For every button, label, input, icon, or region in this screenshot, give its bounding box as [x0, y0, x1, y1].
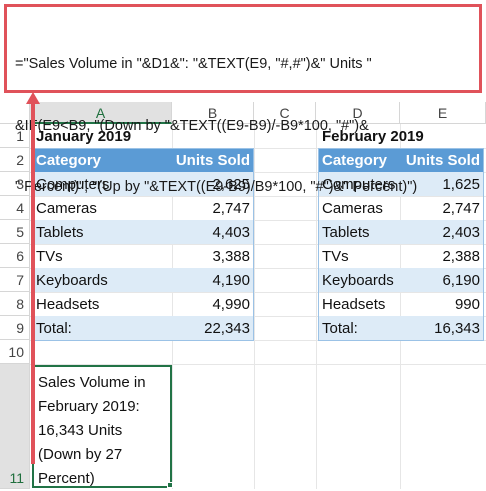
row-header-11[interactable]: 11 — [0, 364, 30, 489]
row-header-6[interactable]: 6 — [0, 244, 30, 268]
february-category-cell[interactable]: Headsets — [322, 295, 386, 313]
arrow-line — [31, 98, 35, 464]
row-header-8[interactable]: 8 — [0, 292, 30, 316]
formula-callout: ="Sales Volume in "&D1&": "&TEXT(E9, "#,… — [4, 4, 482, 195]
february-units-cell[interactable]: 2,403 — [400, 220, 484, 244]
january-category-cell[interactable]: Headsets — [36, 295, 100, 313]
january-category-cell[interactable]: TVs — [36, 247, 63, 265]
february-category-cell[interactable]: Computers — [318, 172, 400, 196]
january-header-units[interactable]: Units Sold — [172, 148, 254, 172]
row-header-5[interactable]: 5 — [0, 220, 30, 244]
formula-line-1: ="Sales Volume in "&D1&": "&TEXT(E9, "#,… — [15, 56, 372, 72]
january-units-cell[interactable]: 3,388 — [212, 247, 250, 265]
fill-handle[interactable] — [167, 482, 173, 488]
spreadsheet-grid[interactable]: A B C D E 1 2 3 4 5 6 7 8 9 10 11 Januar… — [0, 102, 486, 489]
february-header-units[interactable]: Units Sold — [400, 148, 484, 172]
january-title[interactable]: January 2019 — [36, 127, 132, 145]
february-units-cell[interactable]: 6,190 — [400, 268, 484, 292]
january-units-cell[interactable]: 2,625 — [172, 172, 254, 196]
february-category-cell[interactable]: Cameras — [322, 199, 383, 217]
february-category-cell[interactable]: Keyboards — [318, 268, 400, 292]
january-total-label[interactable]: Total: — [32, 316, 172, 340]
column-header-b[interactable]: B — [172, 102, 254, 124]
formula-line-3: " Percent)", "(Up by "&TEXT((E9-B9)/B9*1… — [15, 179, 418, 195]
february-units-cell[interactable]: 2,747 — [442, 199, 480, 217]
february-total-value[interactable]: 16,343 — [400, 316, 484, 340]
january-units-cell[interactable]: 4,190 — [172, 268, 254, 292]
january-category-cell[interactable]: Tablets — [32, 220, 172, 244]
row-header-7[interactable]: 7 — [0, 268, 30, 292]
row-header-2[interactable]: 2 — [0, 148, 30, 172]
column-header-d[interactable]: D — [316, 102, 400, 124]
january-units-cell[interactable]: 4,990 — [212, 295, 250, 313]
column-header-c[interactable]: C — [254, 102, 316, 124]
select-all-corner[interactable] — [0, 102, 30, 124]
january-units-cell[interactable]: 4,403 — [172, 220, 254, 244]
february-category-cell[interactable]: TVs — [322, 247, 349, 265]
row-header-10[interactable]: 10 — [0, 340, 30, 364]
result-cell-a11[interactable]: Sales Volume in February 2019: 16,343 Un… — [32, 365, 172, 488]
february-title[interactable]: February 2019 — [322, 127, 424, 145]
january-category-cell[interactable]: Keyboards — [32, 268, 172, 292]
february-category-cell[interactable]: Tablets — [318, 220, 400, 244]
formula-line-2: &IF(E9<B9, "(Down by "&TEXT((E9-B9)/-B9*… — [15, 117, 369, 134]
row-header-3[interactable]: 3 — [0, 172, 30, 196]
january-category-cell[interactable]: Computers — [32, 172, 172, 196]
february-header-category[interactable]: Category — [318, 148, 400, 172]
february-total-label[interactable]: Total: — [318, 316, 400, 340]
february-units-cell[interactable]: 2,388 — [442, 247, 480, 265]
column-header-a[interactable]: A — [30, 102, 172, 124]
january-total-value[interactable]: 22,343 — [172, 316, 254, 340]
january-header-category[interactable]: Category — [32, 148, 172, 172]
row-header-4[interactable]: 4 — [0, 196, 30, 220]
row-header-1[interactable]: 1 — [0, 124, 30, 148]
january-category-cell[interactable]: Cameras — [36, 199, 97, 217]
february-units-cell[interactable]: 1,625 — [400, 172, 484, 196]
row-header-9[interactable]: 9 — [0, 316, 30, 340]
january-units-cell[interactable]: 2,747 — [212, 199, 250, 217]
february-units-cell[interactable]: 990 — [454, 295, 480, 313]
